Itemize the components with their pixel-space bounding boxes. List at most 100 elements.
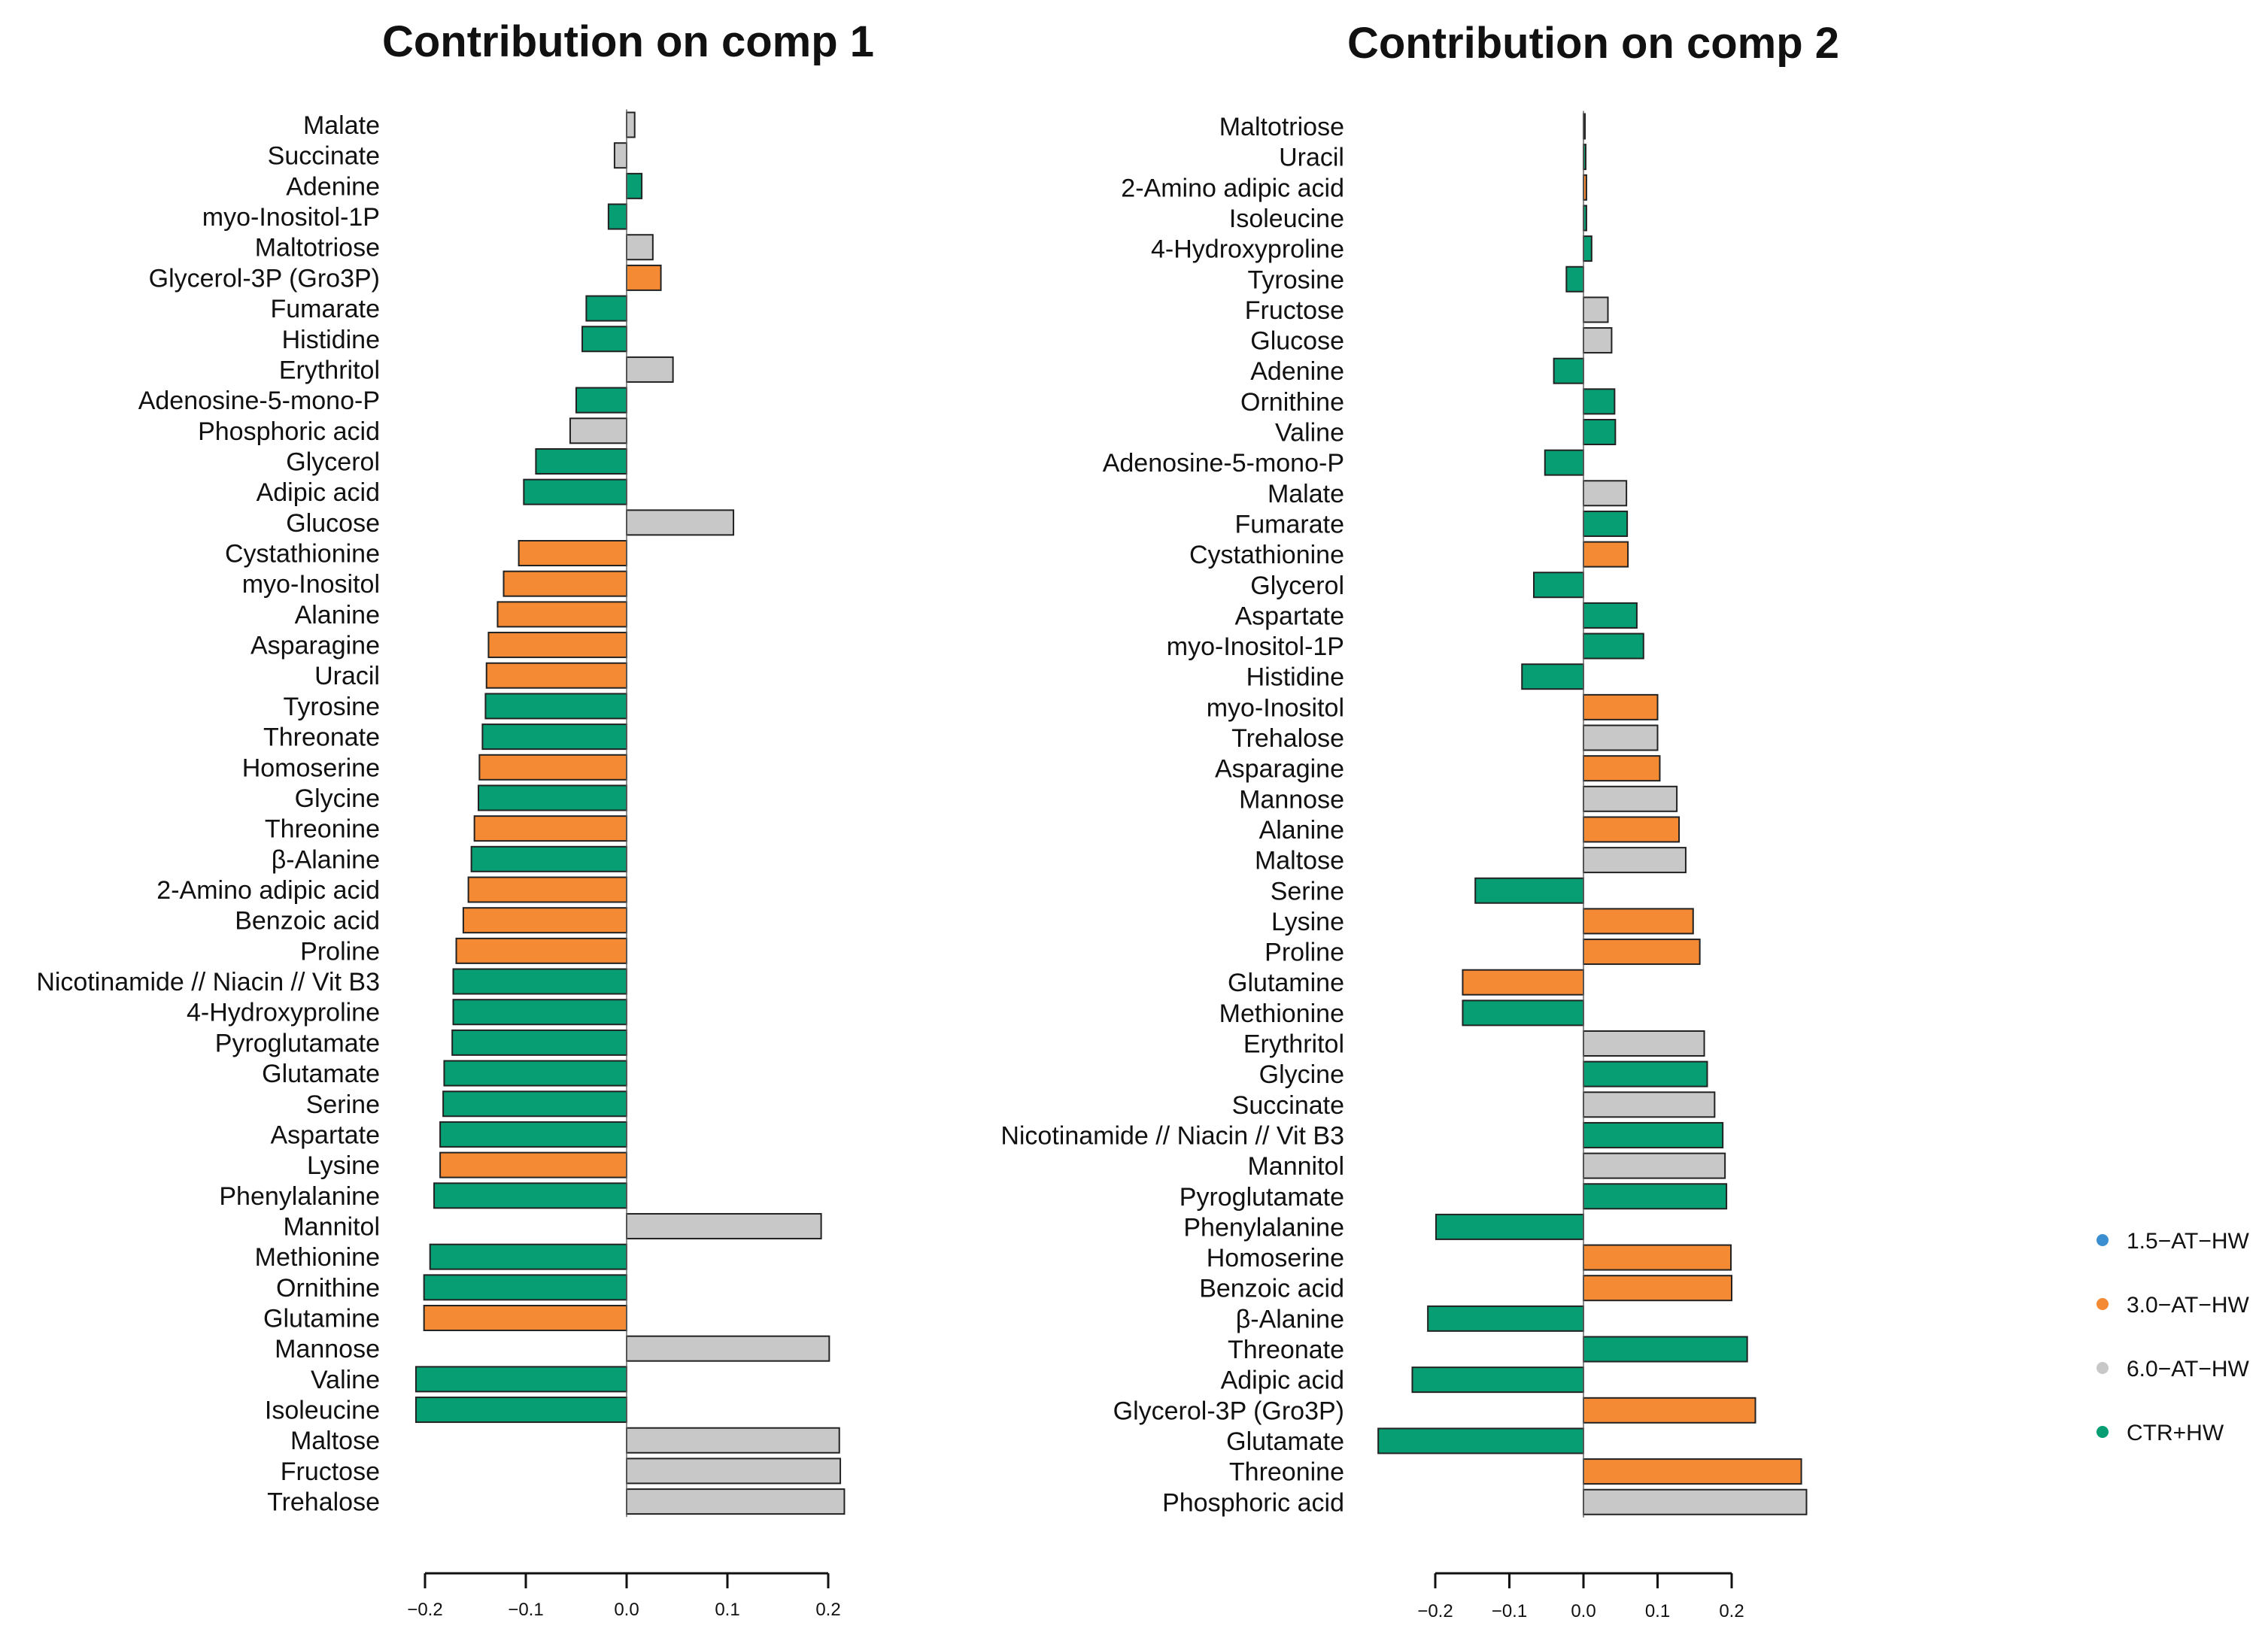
category-label: Threonine	[265, 815, 380, 844]
bar	[467, 876, 627, 903]
category-label: Histidine	[282, 326, 380, 354]
category-label: Uracil	[1279, 144, 1344, 172]
bar	[518, 540, 627, 567]
bar	[473, 815, 627, 842]
bar	[626, 1427, 840, 1454]
category-label: Homoserine	[1207, 1244, 1344, 1272]
chart-title: Contribution on comp 1	[382, 17, 874, 66]
bar	[613, 142, 627, 169]
bar	[462, 907, 627, 934]
category-label: Fumarate	[271, 295, 381, 323]
category-label: Benzoic acid	[235, 907, 380, 936]
category-label: 4-Hydroxyproline	[1151, 235, 1344, 264]
category-label: myo-Inositol	[242, 570, 380, 599]
category-label: Threonate	[263, 723, 380, 752]
bar	[496, 601, 627, 628]
bar	[626, 1335, 830, 1362]
category-label: Alanine	[295, 601, 380, 629]
bar	[1583, 785, 1678, 812]
bar	[452, 999, 628, 1026]
bar	[1583, 1030, 1705, 1057]
bar	[1583, 1275, 1732, 1302]
bar	[1583, 1183, 1728, 1210]
legend: 1.5−AT−HW 3.0−AT−HW 6.0−AT−HW CTR+HW	[2096, 1229, 2250, 1445]
bar	[575, 387, 627, 414]
category-label: Asparagine	[250, 632, 380, 660]
category-label: Phosphoric acid	[198, 417, 380, 446]
bar	[429, 1243, 627, 1270]
category-label: Proline	[1265, 939, 1344, 967]
chart-panel-2: Contribution on comp 2 Maltotriose Uracil2…	[1000, 19, 1839, 1621]
bar	[1583, 693, 1659, 720]
category-label: β-Alanine	[272, 845, 380, 874]
category-label: Mannose	[1239, 785, 1344, 814]
bar	[1435, 1213, 1584, 1240]
bar	[626, 1457, 842, 1485]
category-label: 4-Hydroxyproline	[187, 999, 380, 1027]
category-label: myo-Inositol-1P	[202, 203, 380, 232]
bar	[1583, 480, 1628, 507]
category-label: Histidine	[1246, 663, 1344, 692]
category-label: Alanine	[1259, 816, 1344, 845]
category-label: Maltotriose	[255, 234, 380, 262]
bar	[1583, 816, 1681, 843]
bar	[1553, 357, 1585, 384]
category-label: Glucose	[1250, 327, 1344, 356]
bar	[1583, 1244, 1732, 1271]
category-label: 2-Amino adipic acid	[156, 876, 380, 905]
bar	[481, 723, 627, 751]
bar	[1583, 1488, 1808, 1515]
category-label: Valine	[311, 1366, 380, 1394]
category-label: Fructose	[281, 1457, 380, 1486]
bar	[487, 632, 627, 659]
x-tick-label: −0.2	[407, 1600, 442, 1620]
category-label: Glucose	[286, 509, 380, 538]
category-label: myo-Inositol	[1207, 693, 1344, 722]
bar	[451, 1029, 627, 1056]
category-label: Mannitol	[283, 1212, 380, 1241]
bar	[502, 570, 628, 597]
category-label: Adenine	[286, 172, 380, 201]
bar	[1583, 724, 1659, 751]
bar	[1533, 572, 1585, 599]
bar	[1583, 388, 1616, 415]
bar	[442, 1090, 627, 1118]
bar	[1544, 449, 1585, 476]
category-label: Phosphoric acid	[1162, 1488, 1344, 1517]
bar	[1583, 235, 1592, 262]
bar	[581, 326, 627, 353]
legend-marker	[2096, 1298, 2109, 1310]
chart-title: Contribution on comp 2	[1347, 19, 1839, 68]
bar	[423, 1305, 627, 1332]
category-label: Glutamate	[262, 1060, 380, 1088]
category-label: Threonine	[1229, 1458, 1344, 1487]
category-label: Phenylalanine	[219, 1182, 380, 1211]
category-label: Glycerol	[1250, 572, 1344, 600]
bar	[1474, 877, 1584, 904]
x-tick-label: 0.0	[614, 1600, 639, 1620]
bar	[1583, 1091, 1716, 1118]
category-label: Maltose	[290, 1427, 380, 1455]
legend-marker	[2096, 1234, 2109, 1246]
bar	[443, 1060, 628, 1087]
category-label: β-Alanine	[1236, 1305, 1344, 1333]
category-label: Glycine	[295, 784, 380, 813]
bar	[414, 1366, 627, 1393]
bar	[478, 784, 628, 811]
category-label: Tyrosine	[284, 693, 381, 721]
bar	[626, 1488, 846, 1515]
category-label: Adipic acid	[1221, 1366, 1344, 1395]
bar	[414, 1397, 627, 1424]
bar	[1462, 999, 1584, 1027]
category-label: Nicotinamide // Niacin // Vit B3	[36, 968, 380, 996]
category-label: Isoleucine	[1229, 205, 1344, 233]
x-tick-label: 0.2	[1719, 1601, 1744, 1621]
bar	[423, 1274, 627, 1301]
category-label: Mannitol	[1247, 1152, 1344, 1181]
category-label: Threonate	[1228, 1336, 1344, 1364]
category-label: Adenosine-5-mono-P	[138, 387, 380, 415]
bar	[1583, 847, 1687, 874]
category-label: Aspartate	[1234, 602, 1344, 630]
category-label: Adenine	[1250, 357, 1344, 386]
